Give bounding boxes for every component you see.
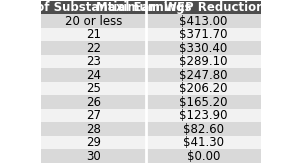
Text: $123.90: $123.90 — [179, 109, 228, 122]
Bar — [41, 95, 261, 109]
Text: 30: 30 — [86, 150, 101, 163]
Text: $247.80: $247.80 — [179, 69, 228, 82]
Bar — [41, 109, 261, 122]
Bar — [41, 55, 261, 68]
Bar — [41, 68, 261, 82]
Bar — [41, 14, 261, 28]
Text: 24: 24 — [86, 69, 101, 82]
Bar — [41, 82, 261, 95]
Bar — [41, 1, 261, 14]
Text: $206.20: $206.20 — [179, 82, 228, 95]
Text: 20 or less: 20 or less — [65, 15, 122, 28]
Text: $0.00: $0.00 — [187, 150, 220, 163]
Text: 29: 29 — [86, 136, 101, 149]
Text: $330.40: $330.40 — [180, 42, 228, 55]
Bar — [41, 149, 261, 163]
Text: Years of Substantial Earnings: Years of Substantial Earnings — [0, 1, 191, 14]
Text: $289.10: $289.10 — [179, 55, 228, 68]
Text: $165.20: $165.20 — [179, 96, 228, 109]
Text: 21: 21 — [86, 28, 101, 41]
Text: $413.00: $413.00 — [179, 15, 228, 28]
Text: 28: 28 — [86, 123, 101, 136]
Text: 25: 25 — [86, 82, 101, 95]
Text: $41.30: $41.30 — [183, 136, 224, 149]
Text: 23: 23 — [86, 55, 101, 68]
Bar — [41, 122, 261, 136]
Text: $82.60: $82.60 — [183, 123, 224, 136]
Text: $371.70: $371.70 — [179, 28, 228, 41]
Bar — [41, 136, 261, 149]
Text: 26: 26 — [86, 96, 101, 109]
Bar — [41, 41, 261, 55]
Text: Maximum WEP Reduction (2015): Maximum WEP Reduction (2015) — [95, 1, 307, 14]
Text: 27: 27 — [86, 109, 101, 122]
Bar — [41, 28, 261, 41]
Text: 22: 22 — [86, 42, 101, 55]
